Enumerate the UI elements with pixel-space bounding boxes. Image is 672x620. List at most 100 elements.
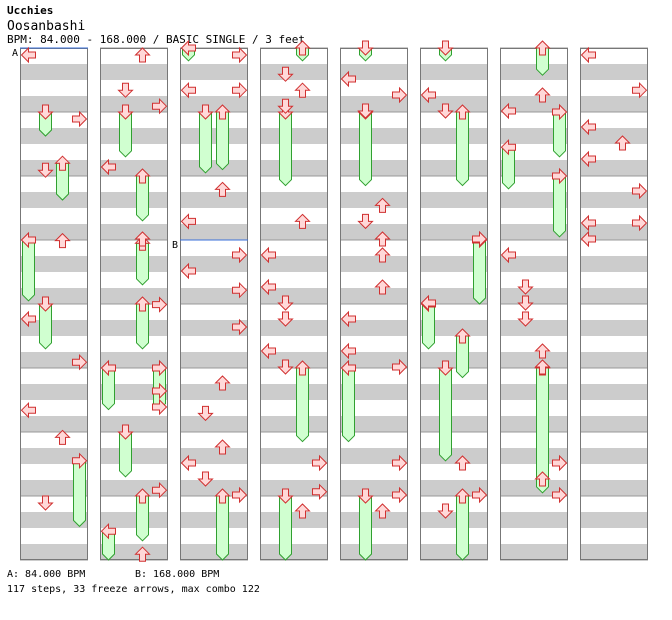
freeze-head-arrow [294, 360, 311, 376]
beat-stripe [500, 320, 568, 336]
step-arrow-right [632, 182, 648, 200]
freeze-body [553, 175, 566, 238]
freeze-head-arrow [534, 40, 551, 56]
step-arrow-down [517, 295, 534, 311]
freeze-head-arrow [100, 359, 116, 377]
freeze-head-arrow [294, 40, 311, 56]
freeze-head-arrow [180, 39, 196, 57]
freeze-arrow [454, 488, 471, 561]
step-arrow-right [152, 296, 168, 313]
step-arrow-up [294, 213, 311, 229]
step-arrow-left [20, 310, 36, 328]
chart-column [180, 47, 248, 561]
beat-stripe [580, 384, 648, 400]
freeze-arrow [214, 104, 231, 171]
beat-stripe [580, 544, 648, 560]
step-arrow-right [472, 486, 488, 504]
step-arrow-down [437, 103, 454, 119]
beat-stripe [500, 416, 568, 432]
freeze-arrow [117, 424, 134, 478]
freeze-arrow [134, 488, 151, 542]
beat-stripe [100, 480, 168, 496]
freeze-body [73, 460, 86, 528]
freeze-head-arrow [100, 522, 116, 540]
beat-stripe [500, 128, 568, 144]
beat-stripe [580, 96, 648, 112]
beat-stripe [500, 384, 568, 400]
beat-stripe [260, 384, 328, 400]
freeze-head-arrow [152, 359, 168, 377]
chart-stats: 117 steps, 33 freeze arrows, max combo 1… [7, 584, 260, 595]
freeze-head-arrow [134, 488, 151, 504]
step-arrow-up [134, 546, 151, 562]
beat-stripe [340, 480, 408, 496]
beat-stripe [100, 256, 168, 272]
beat-stripe [260, 448, 328, 464]
freeze-arrow [214, 488, 231, 561]
beat-stripe [100, 192, 168, 208]
step-arrow-up [294, 82, 311, 98]
beat-stripe [580, 160, 648, 176]
freeze-arrow [72, 452, 88, 528]
beat-stripe [340, 544, 408, 560]
beat-stripe [180, 320, 248, 336]
beat-stripe [180, 480, 248, 496]
chart-column [420, 47, 488, 561]
freeze-head-arrow [500, 138, 516, 156]
step-arrow-down [357, 103, 374, 119]
freeze-body [359, 111, 372, 187]
step-arrow-left [580, 118, 596, 136]
freeze-arrow [454, 328, 471, 379]
freeze-head-arrow [357, 488, 374, 504]
freeze-arrow [54, 155, 71, 201]
beat-stripe [340, 512, 408, 528]
beat-stripe [580, 192, 648, 208]
step-arrow-up [374, 279, 391, 295]
step-arrow-up [374, 231, 391, 247]
beat-stripe [100, 416, 168, 432]
artist-name: Ucchies [7, 4, 54, 17]
step-arrow-up [374, 503, 391, 519]
step-arrow-up [534, 359, 551, 375]
freeze-arrow [454, 104, 471, 187]
freeze-arrow [552, 167, 568, 238]
freeze-arrow [197, 104, 214, 174]
beat-stripe [420, 224, 488, 240]
beat-stripe [500, 96, 568, 112]
bpm-change-label: A [12, 48, 18, 59]
beat-stripe [500, 192, 568, 208]
beat-stripe [260, 480, 328, 496]
freeze-head-arrow [37, 104, 54, 120]
freeze-arrow [277, 488, 294, 561]
freeze-arrow [117, 104, 134, 158]
freeze-arrow [294, 360, 311, 443]
step-arrow-left [580, 46, 596, 64]
step-arrow-right [472, 230, 488, 248]
freeze-head-arrow [54, 155, 71, 171]
step-arrow-right [232, 486, 248, 504]
freeze-head-arrow [72, 452, 88, 470]
beat-stripe [260, 512, 328, 528]
beat-stripe [260, 160, 328, 176]
freeze-arrow [437, 360, 454, 462]
beat-stripe [180, 288, 248, 304]
step-arrow-up [134, 231, 151, 247]
freeze-head-arrow [454, 104, 471, 120]
freeze-body [359, 495, 372, 561]
step-arrow-up [134, 47, 151, 63]
beat-stripe [20, 352, 88, 368]
beat-stripe [180, 352, 248, 368]
column-border [180, 48, 248, 560]
bpm-legend-a: A: 84.000 BPM [7, 569, 86, 580]
freeze-head-arrow [454, 328, 471, 344]
step-arrow-right [232, 281, 248, 299]
beat-stripe [180, 192, 248, 208]
beat-stripe [500, 64, 568, 80]
column-border [260, 48, 328, 560]
step-arrow-left [260, 278, 276, 296]
beat-stripe [180, 384, 248, 400]
beat-stripe [260, 192, 328, 208]
step-arrow-left [180, 454, 196, 472]
beat-stripe [260, 416, 328, 432]
step-arrow-up [294, 503, 311, 519]
